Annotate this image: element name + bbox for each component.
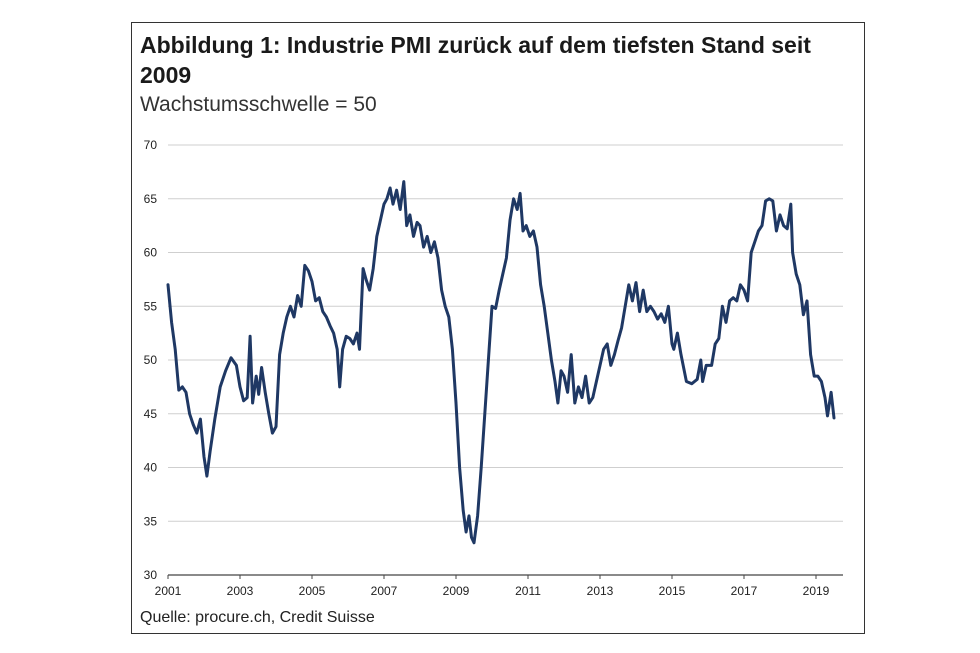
series-line-0 (166, 180, 836, 545)
x-tick-label-2017: 2017 (731, 584, 758, 598)
chart-subtitle: Wachstumsschwelle = 50 (140, 93, 377, 116)
y-tick-label-70: 70 (144, 138, 158, 152)
x-tick-label-2001: 2001 (155, 584, 182, 598)
y-tick-label-55: 55 (144, 299, 158, 313)
y-tick-label-30: 30 (144, 568, 158, 582)
chart-source: Quelle: procure.ch, Credit Suisse (140, 609, 375, 626)
y-tick-label-65: 65 (144, 192, 158, 206)
y-tick-label-45: 45 (144, 407, 158, 421)
x-tick-label-2009: 2009 (443, 584, 470, 598)
chart-title: Abbildung 1: Industrie PMI zurück auf de… (140, 32, 811, 88)
x-tick-label-2007: 2007 (371, 584, 398, 598)
x-axis-tick-labels: 2001 2003 2005 2007 2009 2011 2013 2015 2017 2019 (155, 575, 830, 598)
x-tick-label-2013: 2013 (587, 584, 614, 598)
series-group (166, 180, 836, 545)
y-tick-label-35: 35 (144, 514, 158, 528)
x-tick-label-2005: 2005 (299, 584, 326, 598)
x-tick-label-2015: 2015 (659, 584, 686, 598)
x-tick-label-2011: 2011 (515, 584, 541, 598)
x-tick-label-2019: 2019 (803, 584, 830, 598)
y-tick-label-50: 50 (144, 353, 158, 367)
x-tick-label-2003: 2003 (227, 584, 254, 598)
y-axis-tick-labels: 30 35 40 45 50 55 60 65 70 (144, 138, 158, 582)
y-tick-label-60: 60 (144, 246, 158, 260)
chart-frame (131, 22, 865, 634)
gridlines (168, 144, 843, 576)
y-tick-label-40: 40 (144, 461, 158, 475)
